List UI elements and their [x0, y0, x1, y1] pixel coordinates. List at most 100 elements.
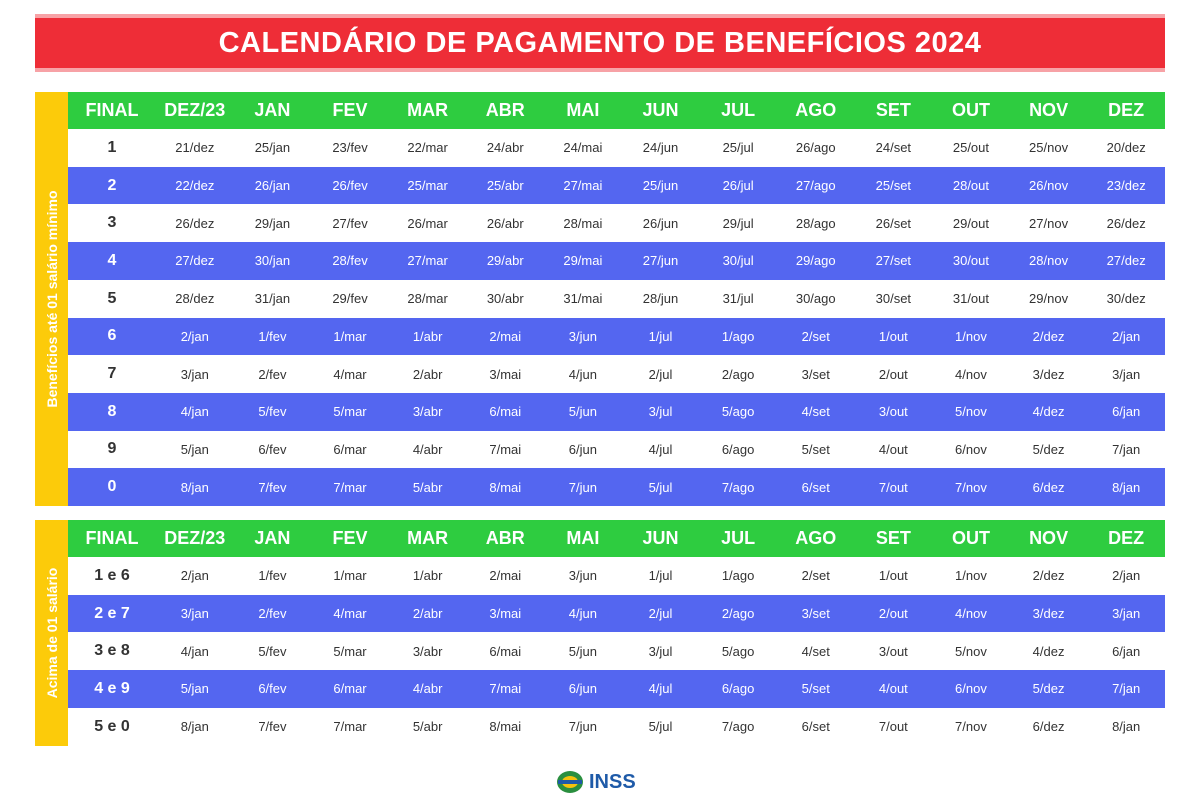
date-cell: 26/nov: [1029, 178, 1069, 194]
date-cell: 1/out: [878, 328, 908, 344]
date-cell: 1/ago: [721, 568, 755, 584]
header-row: FINAL DEZ/23 JAN FEV MAR ABR MAI JUN JUL AGO SET OU…: [68, 92, 1165, 129]
table-row: 5 28/dez 31/jan 29/fev 28/mar 30/abr 31/mai 28/…: [68, 280, 1165, 318]
date-cell: 7/jan: [1112, 681, 1141, 697]
final-cell: 2: [107, 176, 117, 194]
table-row: 3 26/dez 29/jan 27/fev 26/mar 26/abr 28/mai 26/…: [68, 204, 1165, 242]
date-cell: 4/jan: [180, 643, 209, 659]
final-cell: 5: [107, 289, 117, 307]
date-cell: 29/nov: [1029, 291, 1069, 307]
header-cell: JAN: [254, 528, 291, 548]
final-cell: 7: [107, 365, 117, 383]
date-cell: 1/ago: [721, 328, 755, 344]
date-cell: 28/nov: [1029, 253, 1069, 269]
date-cell: 25/jun: [642, 178, 679, 194]
date-cell: 3/jun: [568, 568, 597, 584]
date-cell: 23/dez: [1106, 178, 1146, 194]
header-cell: MAR: [407, 528, 449, 548]
header-cell: FEV: [332, 528, 368, 548]
date-cell: 5/jul: [648, 479, 673, 495]
table-row: 3 e 8 4/jan 5/fev 5/mar 3/abr 6/mai 5/jun 3/jul…: [68, 632, 1165, 670]
date-cell: 28/ago: [795, 215, 836, 231]
header-cell: JUL: [721, 528, 756, 548]
date-cell: 2/mai: [489, 568, 522, 584]
date-cell: 6/jun: [568, 681, 597, 697]
date-cell: 7/fev: [258, 719, 287, 735]
date-cell: 28/mar: [407, 291, 448, 307]
date-cell: 24/mai: [563, 140, 603, 156]
date-cell: 28/jun: [642, 291, 679, 307]
date-cell: 3/jan: [180, 606, 209, 622]
date-cell: 30/out: [952, 253, 990, 269]
date-cell: 6/mar: [333, 681, 367, 697]
date-cell: 7/jan: [1112, 441, 1141, 457]
date-cell: 2/jul: [648, 606, 673, 622]
date-cell: 31/jan: [254, 291, 291, 307]
date-cell: 3/set: [801, 606, 830, 622]
date-cell: 7/mai: [489, 681, 522, 697]
date-cell: 8/jan: [1112, 719, 1141, 735]
date-cell: 4/nov: [955, 606, 987, 622]
date-cell: 4/jan: [180, 404, 209, 420]
final-cell: 1 e 6: [94, 566, 130, 584]
final-cell: 2 e 7: [94, 604, 130, 622]
date-cell: 4/dez: [1032, 404, 1065, 420]
final-cell: 4 e 9: [94, 679, 130, 697]
date-cell: 7/ago: [721, 479, 755, 495]
date-cell: 7/nov: [955, 719, 987, 735]
date-cell: 20/dez: [1106, 140, 1146, 156]
date-cell: 5/fev: [258, 643, 287, 659]
date-cell: 24/abr: [486, 140, 524, 156]
date-cell: 6/fev: [258, 681, 287, 697]
header-cell: DEZ: [1108, 528, 1145, 548]
header-cell: MAI: [566, 528, 600, 548]
date-cell: 2/fev: [258, 366, 287, 382]
date-cell: 3/jun: [568, 328, 597, 344]
date-cell: 2/jan: [180, 328, 209, 344]
date-cell: 3/out: [878, 643, 908, 659]
date-cell: 5/ago: [721, 404, 755, 420]
date-cell: 1/fev: [258, 328, 287, 344]
side-label: Acima de 01 salário: [35, 520, 68, 746]
date-cell: 7/mar: [333, 719, 367, 735]
date-cell: 30/ago: [795, 291, 836, 307]
title: CALENDÁRIO DE PAGAMENTO DE BENEFÍCIOS 20…: [35, 14, 1165, 72]
date-cell: 30/jan: [254, 253, 291, 269]
date-cell: 2/dez: [1032, 328, 1065, 344]
date-cell: 26/jun: [642, 215, 679, 231]
date-cell: 29/mai: [563, 253, 603, 269]
header-cell: AGO: [795, 100, 837, 120]
date-cell: 1/mar: [333, 328, 367, 344]
date-cell: 3/jul: [648, 643, 673, 659]
date-cell: 7/jun: [568, 719, 597, 735]
date-cell: 27/mar: [407, 253, 448, 269]
date-cell: 30/jul: [722, 253, 754, 269]
date-cell: 3/jan: [1112, 606, 1141, 622]
date-cell: 5/ago: [721, 643, 755, 659]
date-cell: 2/dez: [1032, 568, 1065, 584]
date-cell: 28/dez: [175, 291, 215, 307]
date-cell: 28/fev: [332, 253, 368, 269]
date-cell: 24/set: [875, 140, 912, 156]
date-cell: 4/out: [878, 441, 908, 457]
date-cell: 25/mar: [407, 178, 448, 194]
table-row: 8 4/jan 5/fev 5/mar 3/abr 6/mai 5/jun 3/jul 5/ag…: [68, 392, 1165, 431]
date-cell: 4/mar: [333, 606, 367, 622]
date-cell: 4/set: [801, 404, 830, 420]
table-row: 2 22/dez 26/jan 26/fev 25/mar 25/abr 27/mai 25/…: [68, 166, 1165, 205]
date-cell: 1/abr: [412, 328, 443, 344]
date-cell: 6/mar: [333, 441, 367, 457]
date-cell: 8/mai: [489, 479, 522, 495]
date-cell: 2/abr: [412, 606, 443, 622]
header-cell: MAR: [407, 100, 449, 120]
final-cell: 8: [107, 402, 117, 420]
date-cell: 3/jan: [1112, 366, 1141, 382]
date-cell: 25/jul: [722, 140, 754, 156]
date-cell: 26/abr: [486, 215, 524, 231]
date-cell: 3/jan: [180, 366, 209, 382]
date-cell: 27/nov: [1029, 215, 1069, 231]
date-cell: 26/set: [875, 215, 912, 231]
date-cell: 6/mai: [489, 643, 522, 659]
date-cell: 7/out: [878, 719, 908, 735]
date-cell: 4/abr: [412, 681, 443, 697]
